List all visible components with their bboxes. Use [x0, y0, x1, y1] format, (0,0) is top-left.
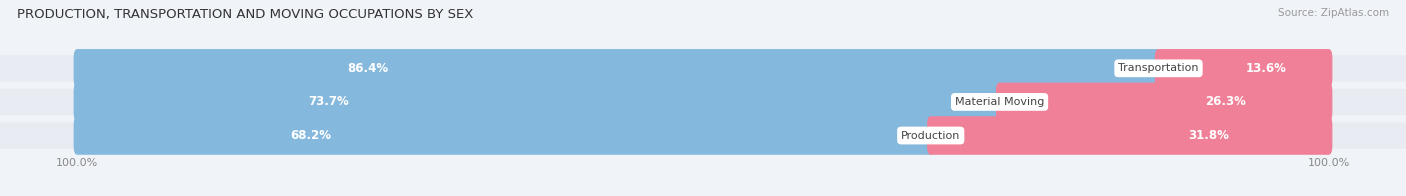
Text: Source: ZipAtlas.com: Source: ZipAtlas.com [1278, 8, 1389, 18]
Text: 68.2%: 68.2% [291, 129, 332, 142]
Text: 100.0%: 100.0% [56, 158, 98, 168]
Text: 13.6%: 13.6% [1246, 62, 1286, 75]
FancyBboxPatch shape [0, 122, 1406, 149]
FancyBboxPatch shape [73, 116, 935, 155]
Text: 86.4%: 86.4% [347, 62, 388, 75]
Text: 31.8%: 31.8% [1188, 129, 1229, 142]
FancyBboxPatch shape [995, 83, 1333, 121]
Text: PRODUCTION, TRANSPORTATION AND MOVING OCCUPATIONS BY SEX: PRODUCTION, TRANSPORTATION AND MOVING OC… [17, 8, 474, 21]
Text: 100.0%: 100.0% [1308, 158, 1350, 168]
FancyBboxPatch shape [1154, 49, 1333, 88]
FancyBboxPatch shape [73, 49, 1163, 88]
FancyBboxPatch shape [73, 83, 1004, 121]
Text: 73.7%: 73.7% [308, 95, 349, 108]
FancyBboxPatch shape [927, 116, 1333, 155]
Text: Production: Production [901, 131, 960, 141]
Text: 26.3%: 26.3% [1205, 95, 1246, 108]
FancyBboxPatch shape [0, 55, 1406, 81]
Text: Material Moving: Material Moving [955, 97, 1045, 107]
FancyBboxPatch shape [0, 89, 1406, 115]
Text: Transportation: Transportation [1118, 63, 1199, 73]
